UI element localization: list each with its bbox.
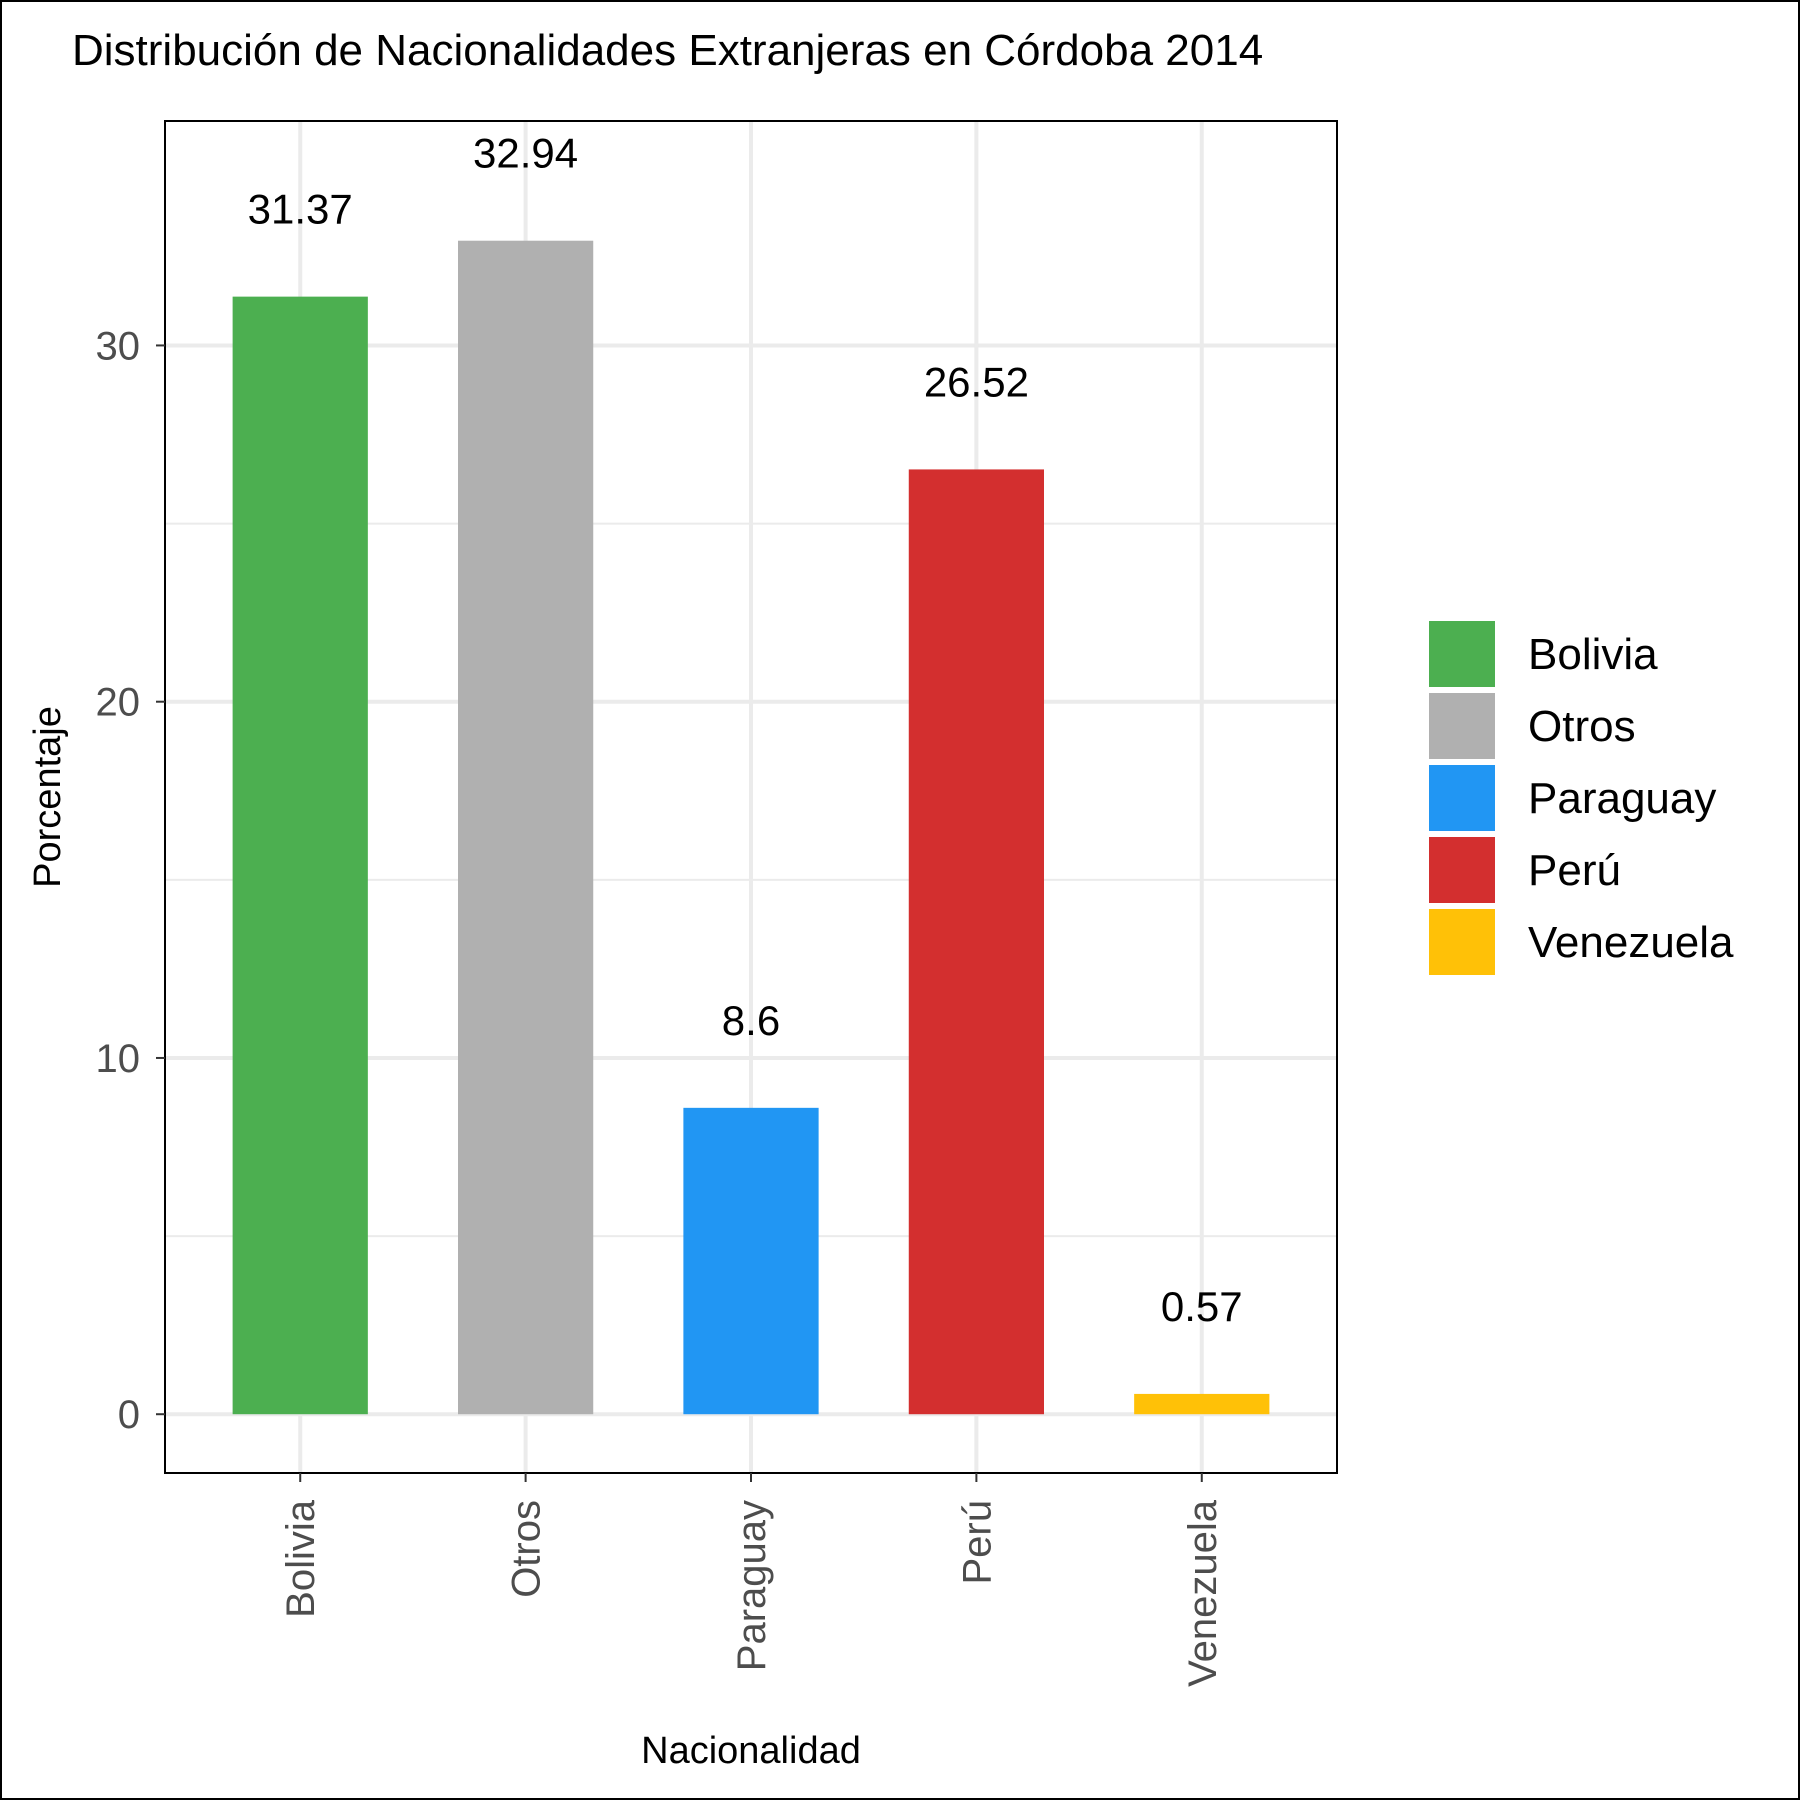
x-axis-title: Nacionalidad [641, 1730, 861, 1772]
legend-key-venezuela [1429, 909, 1495, 975]
x-tick-label-otros: Otros [505, 1500, 549, 1598]
legend-key-perú [1429, 837, 1495, 903]
bar-perú [908, 469, 1044, 1415]
chart-title: Distribución de Nacionalidades Extranjer… [72, 26, 1263, 75]
data-label-paraguay: 8.6 [722, 997, 780, 1044]
y-tick-label: 10 [96, 1037, 141, 1081]
bar-venezuela [1134, 1393, 1270, 1415]
bars [232, 240, 1270, 1415]
data-labels: 31.37 32.94 8.6 26.52 0.57 [248, 130, 1243, 1330]
x-tick-label-venezuela: Venezuela [1181, 1499, 1225, 1687]
data-label-perú: 26.52 [924, 358, 1029, 405]
legend-label-bolivia: Bolivia [1528, 630, 1658, 679]
y-tick-label: 30 [96, 324, 141, 368]
legend-key-bolivia [1429, 621, 1495, 687]
data-label-venezuela: 0.57 [1161, 1283, 1243, 1330]
bar-paraguay [683, 1107, 819, 1415]
legend: Bolivia Otros Paraguay Perú Venezuela [1429, 621, 1734, 975]
data-label-bolivia: 31.37 [248, 186, 353, 233]
y-axis-title: Porcentaje [27, 706, 69, 888]
x-tick-label-perú: Perú [955, 1500, 999, 1585]
y-tick-label: 20 [96, 681, 141, 725]
x-tick-label-paraguay: Paraguay [730, 1500, 774, 1671]
bar-bolivia [232, 296, 368, 1415]
legend-label-venezuela: Venezuela [1528, 918, 1734, 967]
y-axis-ticks: 0 10 20 30 [96, 324, 165, 1437]
data-label-otros: 32.94 [473, 130, 578, 177]
bar-otros [458, 240, 594, 1415]
x-axis-ticks: Bolivia Otros Paraguay Perú Venezuela [279, 1473, 1225, 1687]
legend-label-otros: Otros [1528, 702, 1636, 751]
legend-key-paraguay [1429, 765, 1495, 831]
legend-label-paraguay: Paraguay [1528, 774, 1716, 823]
legend-key-otros [1429, 693, 1495, 759]
x-tick-label-bolivia: Bolivia [279, 1499, 323, 1618]
legend-label-perú: Perú [1528, 846, 1621, 895]
y-tick-label: 0 [118, 1393, 140, 1437]
